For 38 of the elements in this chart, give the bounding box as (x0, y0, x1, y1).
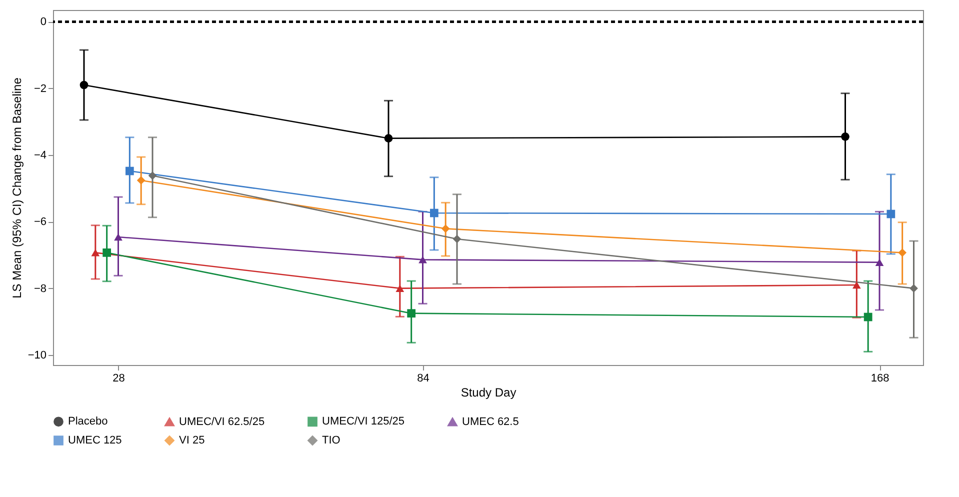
point (418, 256, 427, 264)
point (396, 284, 404, 292)
point (886, 210, 896, 218)
point (80, 80, 88, 90)
point (430, 208, 438, 218)
point (91, 249, 100, 256)
point (148, 171, 157, 180)
point (384, 134, 393, 143)
point (136, 176, 146, 185)
legend-label: UMEC 62.5 (462, 416, 519, 428)
y-axis-title: LS Mean (95% CI) Change from Baseline (10, 77, 24, 298)
y-tick-label: −2 (34, 82, 46, 95)
legend-label: TIO (322, 434, 341, 446)
x-axis-title: Study Day (460, 386, 516, 400)
y-tick-label: 0 (40, 16, 46, 28)
legend-label: UMEC/VI 62.5/25 (179, 416, 265, 428)
point (441, 224, 450, 233)
point (125, 166, 134, 176)
y-tick-label: −6 (34, 216, 46, 228)
point (407, 309, 416, 318)
legend-label: VI 25 (179, 434, 205, 446)
x-tick-label: 28 (112, 372, 125, 384)
legend-label: UMEC/VI 125/25 (322, 416, 405, 428)
point (852, 281, 861, 289)
point (898, 248, 907, 257)
x-tick-label: 168 (870, 372, 890, 384)
legend-label: UMEC 125 (68, 434, 122, 446)
point (102, 248, 112, 257)
point (864, 312, 872, 322)
point (841, 132, 850, 141)
point (875, 258, 884, 266)
x-tick-label: 84 (417, 372, 430, 384)
y-tick-label: −8 (34, 282, 46, 295)
y-tick-label: −10 (28, 350, 46, 362)
y-tick-label: −4 (34, 150, 46, 162)
point (452, 234, 462, 244)
legend-label: Placebo (68, 416, 108, 428)
point (910, 284, 918, 293)
